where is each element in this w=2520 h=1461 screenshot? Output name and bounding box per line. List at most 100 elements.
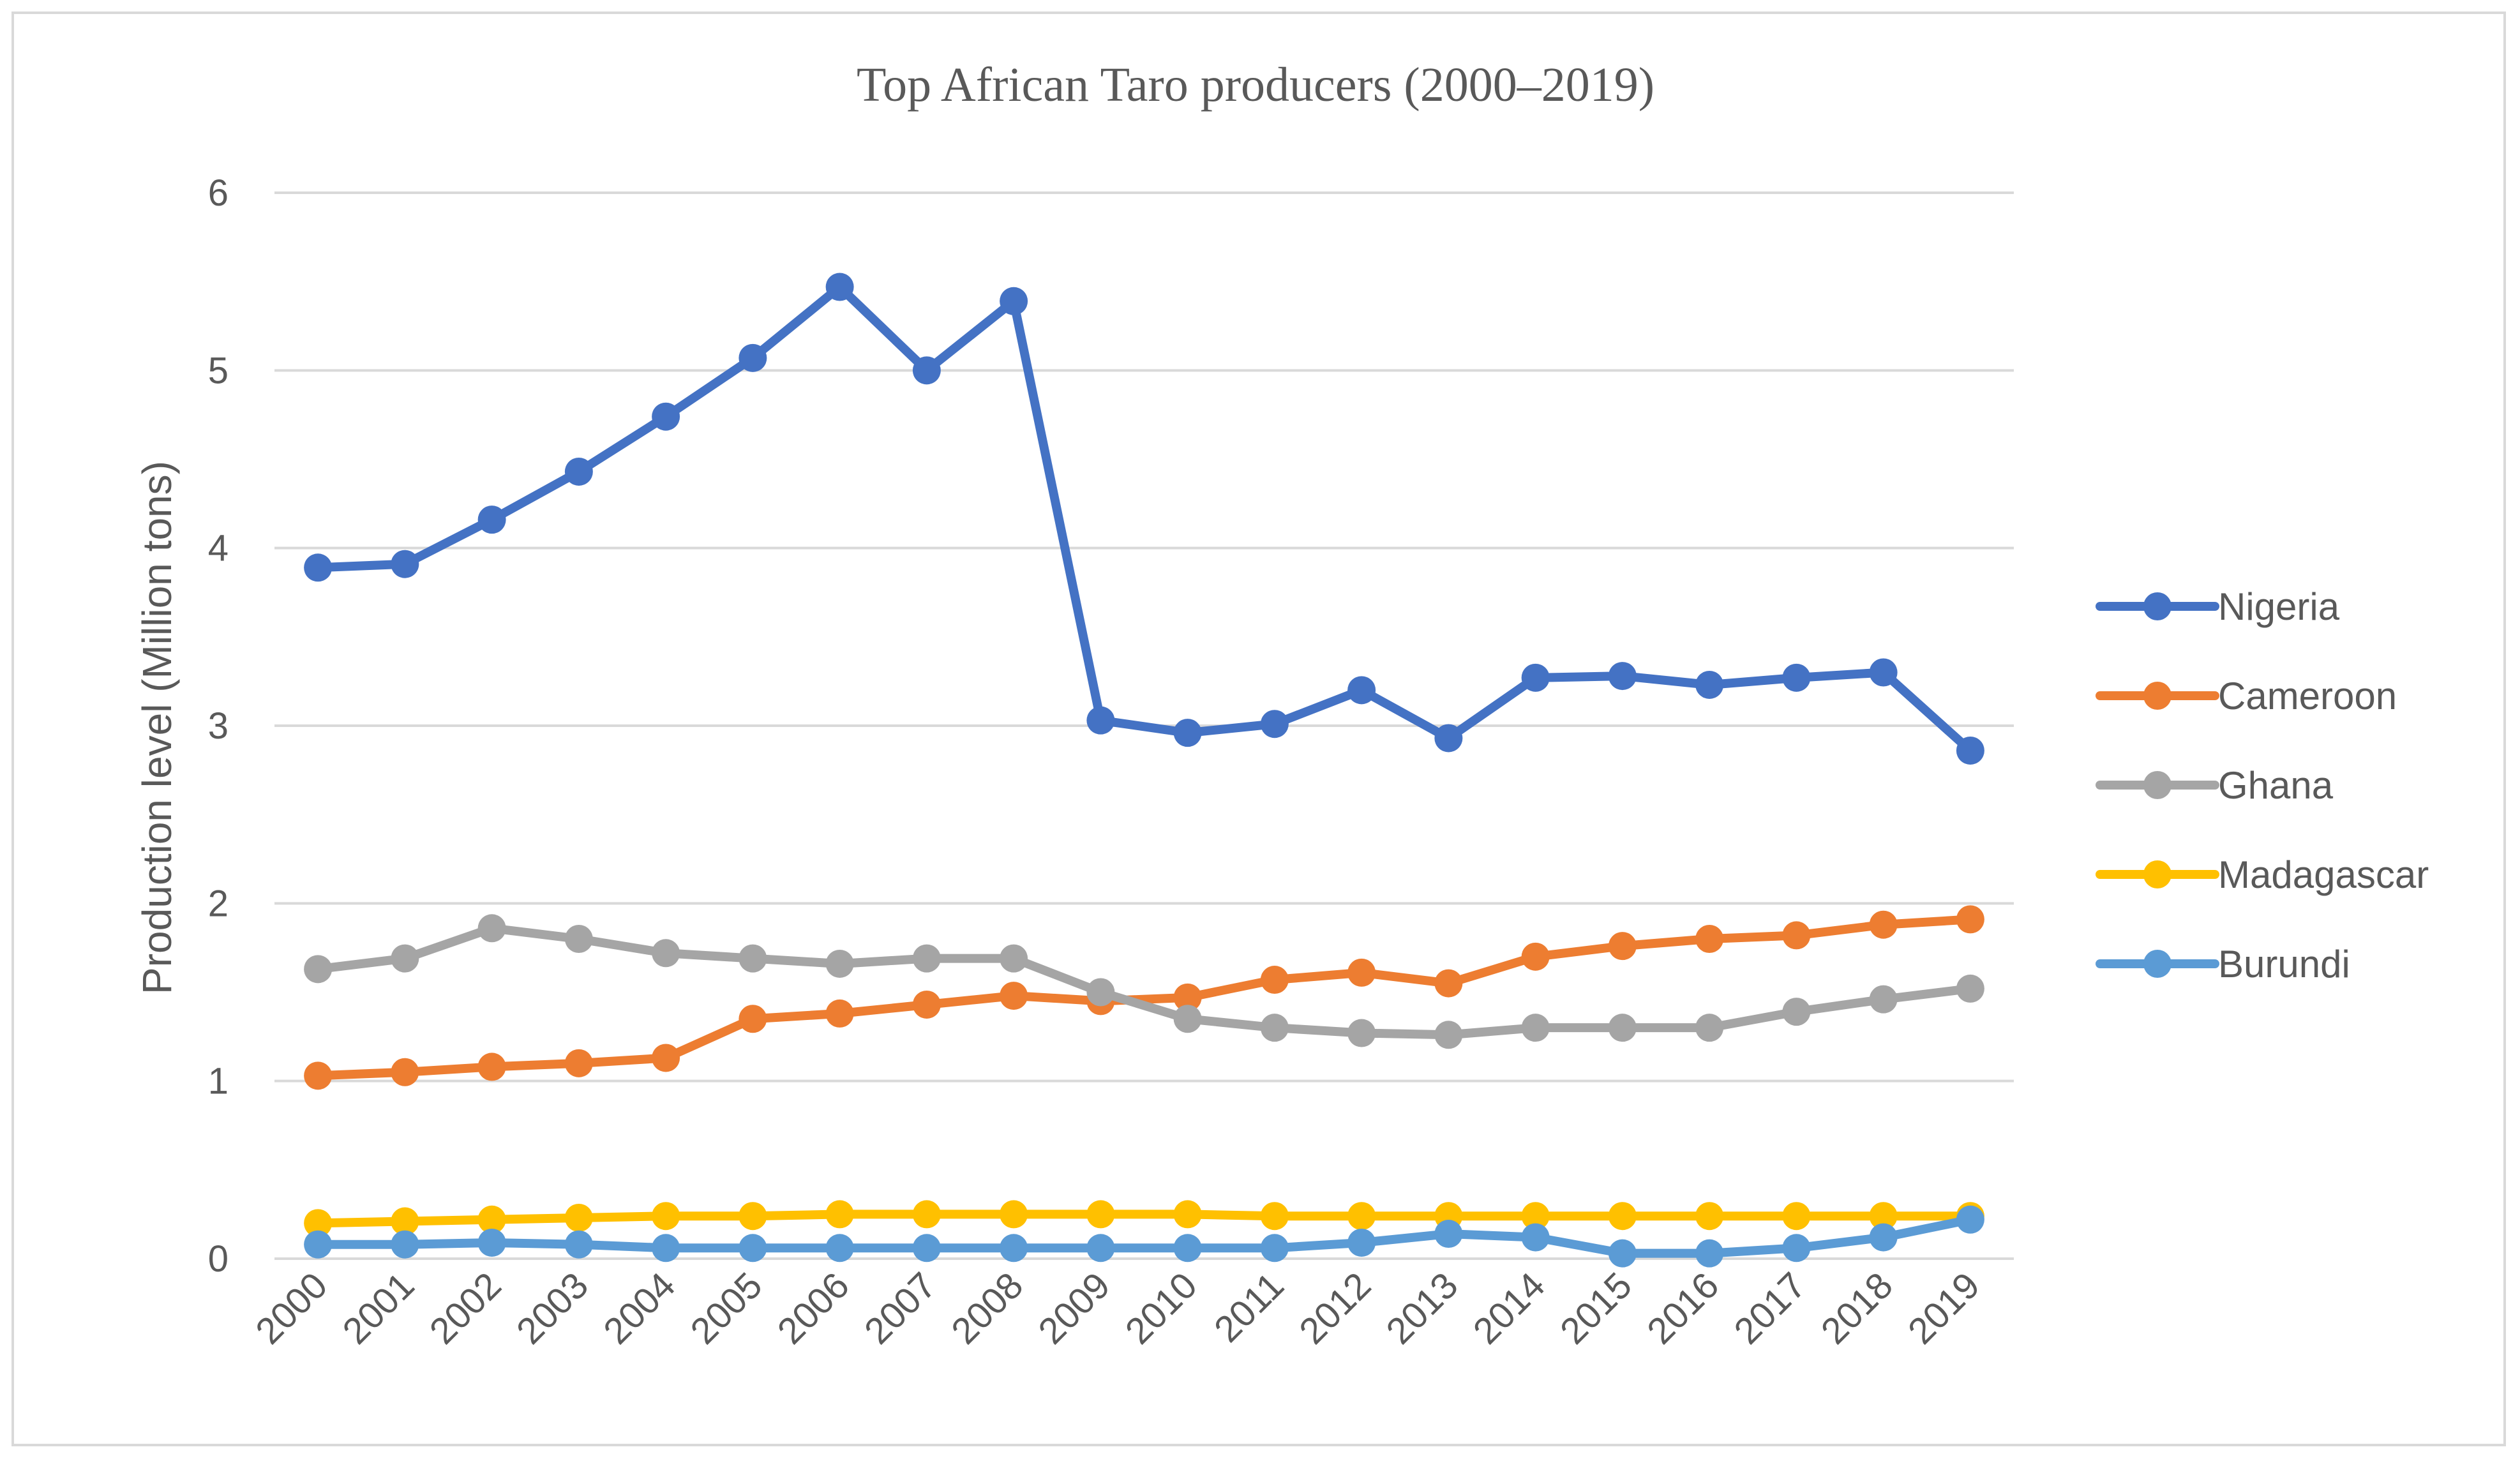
- data-point-cameroon-2002: [477, 1053, 506, 1081]
- y-tick-label: 0: [208, 1238, 229, 1280]
- data-point-nigeria-2013: [1434, 724, 1463, 753]
- x-tick-label: 2006: [770, 1264, 857, 1352]
- data-point-madagascar-2006: [825, 1200, 854, 1229]
- legend-label-burundi: Burundi: [2218, 943, 2350, 985]
- data-point-burundi-2005: [739, 1234, 767, 1262]
- x-axis-ticks: 2000 2001 2002 2003 2004 2005 2006 2007 2008 2009…: [248, 1264, 1988, 1352]
- data-point-madagascar-2011: [1260, 1202, 1289, 1231]
- data-point-burundi-2016: [1695, 1239, 1724, 1268]
- data-point-madagascar-2004: [652, 1202, 680, 1231]
- data-point-cameroon-2014: [1521, 942, 1550, 971]
- legend-label-ghana: Ghana: [2218, 764, 2334, 807]
- data-point-madagascar-2017: [1782, 1202, 1811, 1231]
- data-point-cameroon-2000: [304, 1061, 333, 1090]
- data-point-burundi-2012: [1347, 1228, 1376, 1257]
- data-point-burundi-2011: [1260, 1234, 1289, 1262]
- data-point-burundi-2006: [825, 1234, 854, 1262]
- legend: Nigeria Cameroon Ghana Madagascar Burundi: [2096, 585, 2429, 985]
- data-point-nigeria-2014: [1521, 663, 1550, 692]
- x-tick-label: 2008: [943, 1264, 1031, 1352]
- data-point-nigeria-2005: [739, 343, 767, 372]
- y-axis-title: Production level (Million tons): [134, 461, 180, 994]
- data-point-burundi-2008: [1000, 1234, 1028, 1262]
- data-point-ghana-2008: [1000, 944, 1028, 973]
- data-point-cameroon-2004: [652, 1044, 680, 1072]
- gridlines: [274, 191, 2014, 1260]
- data-point-nigeria-2008: [1000, 287, 1028, 315]
- x-tick-label: 2002: [422, 1264, 509, 1352]
- data-point-ghana-2012: [1347, 1019, 1376, 1047]
- data-point-madagascar-2005: [739, 1202, 767, 1231]
- y-tick-label: 3: [208, 705, 229, 747]
- x-tick-label: 2014: [1466, 1264, 1553, 1352]
- series-line-nigeria: [313, 282, 1975, 755]
- legend-marker-cameroon: [2143, 682, 2171, 710]
- data-point-madagascar-2016: [1695, 1202, 1724, 1231]
- data-point-ghana-2010: [1173, 1005, 1202, 1033]
- chart-title: Top African Taro producers (2000–2019): [857, 58, 1654, 112]
- data-point-cameroon-2010: [1173, 983, 1202, 1012]
- data-point-nigeria-2001: [391, 550, 419, 578]
- data-point-ghana-2013: [1434, 1021, 1463, 1049]
- data-point-ghana-2007: [912, 944, 941, 973]
- y-tick-label: 4: [208, 528, 229, 569]
- legend-label-cameroon: Cameroon: [2218, 675, 2397, 717]
- data-point-ghana-2016: [1695, 1014, 1724, 1042]
- data-point-burundi-2001: [391, 1230, 419, 1259]
- data-point-cameroon-2017: [1782, 921, 1811, 950]
- data-point-ghana-2019: [1956, 974, 1984, 1003]
- data-point-cameroon-2012: [1347, 958, 1376, 987]
- data-point-cameroon-2018: [1869, 910, 1898, 939]
- data-point-ghana-2006: [825, 949, 854, 978]
- data-point-cameroon-2001: [391, 1058, 419, 1086]
- data-point-nigeria-2010: [1173, 719, 1202, 747]
- data-point-madagascar-2018: [1869, 1202, 1898, 1231]
- data-point-madagascar-2002: [477, 1205, 506, 1234]
- x-tick-label: 2005: [682, 1264, 770, 1352]
- legend-marker-nigeria: [2143, 592, 2171, 620]
- series-madagascar: [304, 1200, 1984, 1238]
- data-point-ghana-2005: [739, 944, 767, 973]
- x-tick-label: 2015: [1552, 1264, 1640, 1352]
- x-tick-label: 2003: [509, 1264, 596, 1352]
- data-point-nigeria-2007: [912, 356, 941, 385]
- data-point-nigeria-2019: [1956, 736, 1984, 765]
- series-line-cameroon: [313, 915, 1975, 1081]
- data-point-cameroon-2006: [825, 999, 854, 1028]
- data-point-burundi-2013: [1434, 1220, 1463, 1248]
- x-tick-label: 2018: [1813, 1264, 1901, 1352]
- legend-marker-ghana: [2143, 771, 2171, 799]
- data-point-ghana-2009: [1086, 978, 1115, 1007]
- data-point-cameroon-2003: [564, 1049, 593, 1077]
- data-point-cameroon-2013: [1434, 969, 1463, 998]
- data-point-madagascar-2001: [391, 1207, 419, 1236]
- series-line-ghana: [313, 924, 1975, 1040]
- y-tick-label: 2: [208, 883, 229, 924]
- y-tick-label: 6: [208, 172, 229, 214]
- data-point-madagascar-2008: [1000, 1200, 1028, 1229]
- x-tick-label: 2001: [334, 1264, 422, 1352]
- legend-label-madagascar: Madagascar: [2218, 853, 2429, 896]
- data-point-ghana-2017: [1782, 998, 1811, 1026]
- legend-item-nigeria: Nigeria: [2096, 585, 2340, 628]
- data-point-burundi-2017: [1782, 1234, 1811, 1262]
- x-tick-label: 2004: [596, 1264, 683, 1352]
- data-point-nigeria-2015: [1608, 662, 1637, 691]
- x-tick-label: 2000: [248, 1264, 335, 1352]
- x-tick-label: 2009: [1030, 1264, 1118, 1352]
- data-point-cameroon-2019: [1956, 905, 1984, 934]
- data-point-nigeria-2000: [304, 553, 333, 582]
- data-point-ghana-2018: [1869, 985, 1898, 1014]
- data-point-nigeria-2009: [1086, 706, 1115, 735]
- data-point-cameroon-2015: [1608, 932, 1637, 961]
- data-point-burundi-2000: [304, 1230, 333, 1259]
- data-point-nigeria-2003: [564, 457, 593, 486]
- x-tick-label: 2011: [1206, 1264, 1292, 1350]
- data-point-burundi-2007: [912, 1234, 941, 1262]
- data-point-burundi-2002: [477, 1228, 506, 1257]
- series-line-burundi: [313, 1215, 1975, 1258]
- legend-marker-burundi: [2143, 950, 2171, 978]
- series-nigeria: [304, 273, 1984, 765]
- series-cameroon: [304, 905, 1984, 1090]
